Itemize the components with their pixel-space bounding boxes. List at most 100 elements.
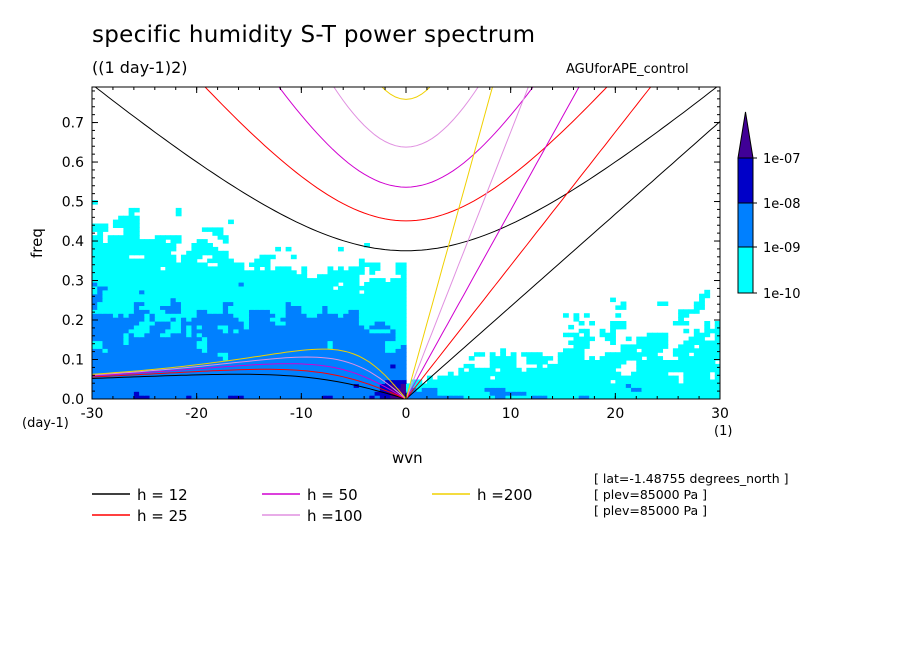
heat-cell (521, 375, 527, 381)
heat-cell (160, 328, 166, 334)
heat-cell (160, 293, 166, 299)
heat-cell (144, 375, 151, 381)
heat-cell (301, 336, 308, 342)
heat-cell (327, 340, 334, 345)
heat-cell (379, 301, 386, 306)
heat-cell (280, 285, 287, 291)
heat-cell (149, 395, 156, 399)
heat-cell (222, 239, 229, 244)
heat-cell (186, 332, 193, 338)
heat-cell (672, 321, 679, 326)
heat-cell (353, 360, 360, 365)
heat-cell (400, 289, 407, 295)
heat-cell (160, 235, 166, 240)
heat-cell (112, 363, 119, 369)
heat-cell (374, 340, 381, 345)
heat-cell (463, 387, 470, 392)
heat-cell (201, 348, 208, 353)
heat-cell (207, 305, 213, 310)
heat-cell (201, 305, 208, 310)
heat-cell (123, 258, 130, 264)
heat-cell (201, 336, 208, 342)
heat-cell (149, 344, 156, 349)
heat-cell (568, 360, 575, 365)
heat-cell (683, 309, 690, 314)
heat-cell (322, 395, 329, 399)
heat-cell (610, 352, 616, 357)
heat-cell (296, 293, 302, 299)
heat-cell (191, 262, 198, 267)
heat-cell (149, 379, 156, 384)
heat-cell (165, 391, 172, 396)
heat-cell (186, 293, 193, 299)
heat-cell (238, 375, 245, 381)
heat-cell (536, 395, 543, 399)
heat-cell (505, 363, 512, 369)
heat-cell (369, 375, 376, 381)
heat-cell (337, 375, 344, 381)
heat-cell (212, 289, 219, 295)
heat-cell (563, 371, 569, 377)
heat-cell (683, 360, 690, 365)
heat-cell (651, 340, 658, 345)
heat-cell (243, 363, 250, 369)
heat-cell (112, 309, 119, 314)
heat-cell (228, 332, 234, 338)
heat-cell (311, 317, 318, 322)
heat-cell (683, 356, 690, 361)
heat-cell (348, 282, 355, 287)
heat-cell (139, 348, 145, 353)
heat-cell (395, 391, 402, 396)
heat-cell (385, 383, 391, 388)
heat-cell (107, 352, 114, 357)
heat-cell (657, 360, 664, 365)
heat-cell (631, 356, 637, 361)
heat-cell (332, 301, 339, 306)
heat-cell (343, 293, 350, 299)
heat-cell (201, 387, 208, 392)
heat-cell (222, 375, 229, 381)
heat-cell (118, 297, 124, 303)
heat-cell (385, 297, 391, 303)
heat-cell (604, 383, 611, 388)
heat-cell (170, 293, 177, 299)
heat-cell (112, 301, 119, 306)
heat-cell (196, 282, 203, 287)
heat-cell (620, 352, 627, 357)
heat-cell (228, 321, 234, 326)
heat-cell (657, 383, 664, 388)
heat-cell (175, 305, 182, 310)
heat-cell (222, 282, 229, 287)
heat-cell (395, 282, 402, 287)
heat-cell (311, 293, 318, 299)
heat-cell (154, 391, 161, 396)
heat-cell (264, 379, 271, 384)
heat-cell (332, 391, 339, 396)
heat-cell (165, 243, 172, 248)
heat-cell (625, 383, 632, 388)
heat-cell (343, 363, 350, 369)
heat-cell (306, 367, 313, 373)
heat-cell (604, 391, 611, 396)
heat-cell (390, 297, 397, 303)
heat-cell (369, 321, 376, 326)
heat-cell (160, 243, 166, 248)
heat-cell (641, 387, 648, 392)
heat-cell (536, 379, 543, 384)
heat-cell (296, 356, 302, 361)
heat-cell (144, 254, 151, 260)
heat-cell (280, 391, 287, 396)
heat-cell (301, 297, 308, 303)
heat-cell (578, 352, 585, 357)
heat-cell (306, 344, 313, 349)
heat-cell (306, 285, 313, 291)
heat-cell (201, 379, 208, 384)
heat-cell (657, 395, 664, 399)
heat-cell (92, 223, 98, 228)
heat-cell (212, 328, 219, 334)
heat-cell (280, 360, 287, 365)
heat-cell (280, 328, 287, 334)
heat-cell (102, 297, 109, 303)
heat-cell (688, 309, 695, 314)
heat-cell (385, 285, 391, 291)
